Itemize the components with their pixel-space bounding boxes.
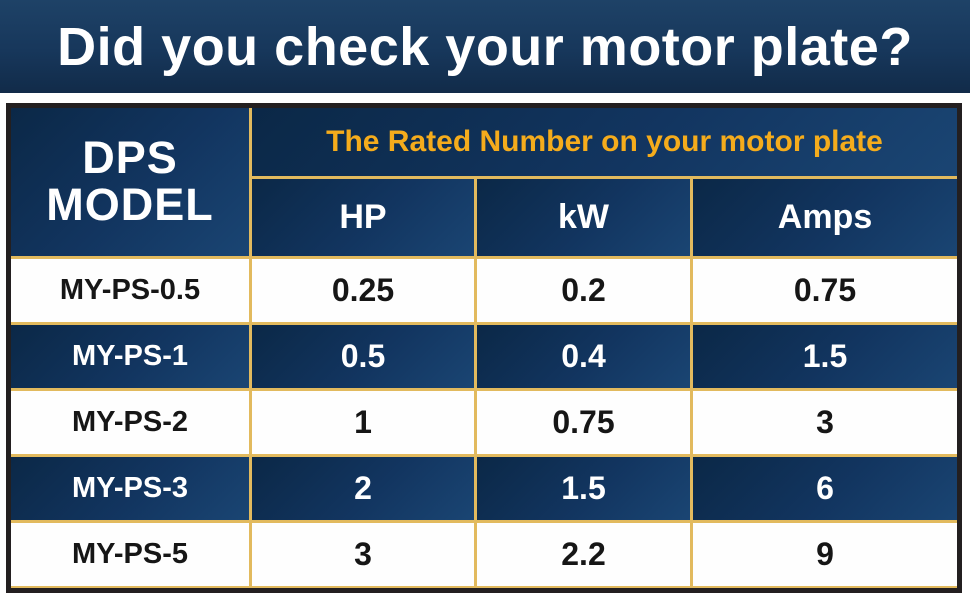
table-cell-hp: 3 xyxy=(252,523,474,586)
rated-number-header: The Rated Number on your motor plate xyxy=(252,108,957,176)
column-header-hp: HP xyxy=(252,179,474,256)
motor-rating-table: DPS MODEL The Rated Number on your motor… xyxy=(6,103,962,593)
banner-title: Did you check your motor plate? xyxy=(57,16,913,77)
table-row-model: MY-PS-5 xyxy=(11,523,249,586)
table-row-model: MY-PS-0.5 xyxy=(11,259,249,322)
column-header-amps: Amps xyxy=(693,179,957,256)
table-row-model: MY-PS-1 xyxy=(11,325,249,388)
column-header-kw: kW xyxy=(477,179,690,256)
table-cell-kw: 2.2 xyxy=(477,523,690,586)
table-cell-kw: 1.5 xyxy=(477,457,690,520)
table-cell-kw: 0.75 xyxy=(477,391,690,454)
table-cell-kw: 0.2 xyxy=(477,259,690,322)
table-cell-amps: 9 xyxy=(693,523,957,586)
table-row-model: MY-PS-3 xyxy=(11,457,249,520)
table-cell-hp: 1 xyxy=(252,391,474,454)
model-header-line1: DPS xyxy=(82,132,178,184)
table-cell-hp: 0.25 xyxy=(252,259,474,322)
table-cell-amps: 3 xyxy=(693,391,957,454)
table-cell-amps: 0.75 xyxy=(693,259,957,322)
table-cell-amps: 6 xyxy=(693,457,957,520)
table-row-model: MY-PS-2 xyxy=(11,391,249,454)
model-header-line2: MODEL xyxy=(46,179,214,230)
table-cell-hp: 0.5 xyxy=(252,325,474,388)
table-cell-hp: 2 xyxy=(252,457,474,520)
model-column-header: DPS MODEL xyxy=(11,108,249,256)
table-cell-kw: 0.4 xyxy=(477,325,690,388)
table-cell-amps: 1.5 xyxy=(693,325,957,388)
banner: Did you check your motor plate? xyxy=(0,0,970,93)
